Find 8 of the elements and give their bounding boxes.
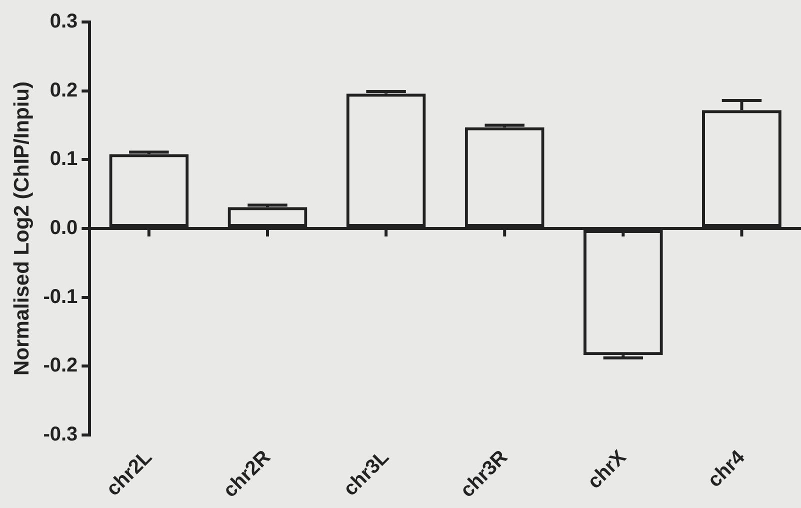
y-axis-title: Normalised Log2 (ChIP/Inpiu)	[10, 81, 34, 376]
y-tick-label: 0.0	[50, 216, 78, 239]
y-tick-label: 0.3	[50, 10, 78, 33]
y-tick-label: 0.1	[50, 148, 78, 170]
y-tick-label: -0.3	[43, 423, 78, 446]
y-tick-label: -0.1	[43, 286, 78, 308]
y-tick-label: -0.2	[43, 354, 78, 377]
y-tick-label: 0.2	[50, 79, 78, 102]
